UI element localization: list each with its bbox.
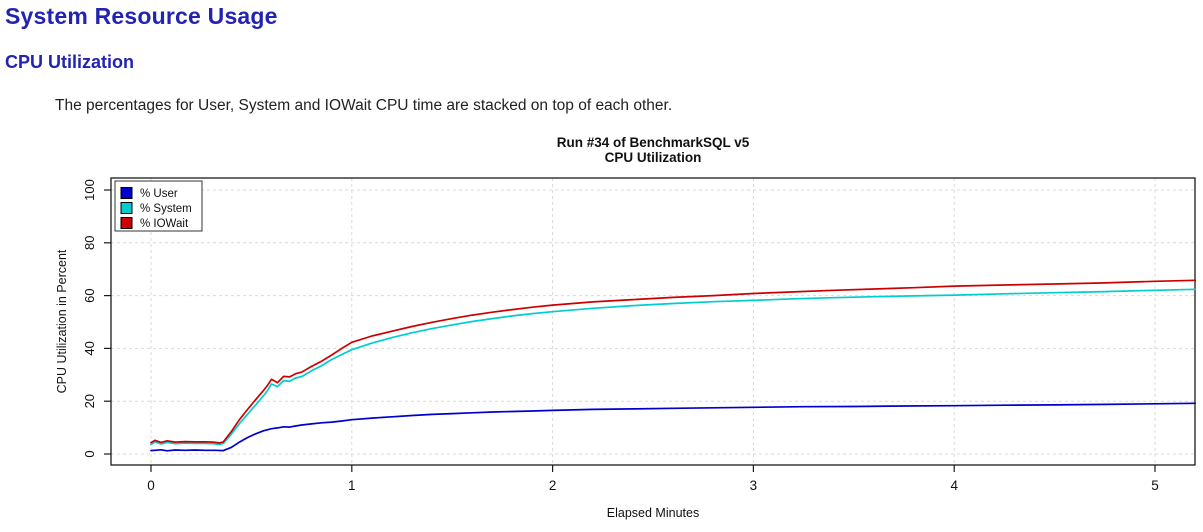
y-tick-label: 60 <box>82 288 97 302</box>
page-title: System Resource Usage <box>5 3 278 29</box>
x-tick-label: 1 <box>348 478 356 493</box>
series-line-system <box>150 288 1197 446</box>
description: The percentages for User, System and IOW… <box>55 97 673 114</box>
legend-swatch <box>120 187 133 199</box>
section-heading: CPU Utilization <box>5 52 134 72</box>
x-tick-label: 5 <box>1151 478 1159 493</box>
cpu-utilization-chart: 0 1 2 3 4 5 0 20 40 60 80 100 Run #34 of BenchmarkSQ… <box>55 135 1197 520</box>
x-tick-label: 4 <box>950 478 958 493</box>
chart-title: Run #34 of BenchmarkSQL v5 <box>557 135 750 150</box>
y-tick-label: 20 <box>82 394 97 408</box>
y-tick-label: 80 <box>82 236 97 250</box>
y-axis-label: CPU Utilization in Percent <box>55 249 69 393</box>
series-line-user <box>150 402 1197 452</box>
legend-label: % User <box>140 188 178 200</box>
x-tick-label: 2 <box>549 478 557 493</box>
x-tick-label: 0 <box>147 478 155 493</box>
legend: % User % System % IOWait <box>114 180 203 232</box>
y-tick-label: 0 <box>82 450 97 457</box>
legend-label: % System <box>140 203 192 215</box>
legend-swatch <box>120 217 133 229</box>
grid <box>111 178 1195 465</box>
y-tick-label: 100 <box>82 179 97 201</box>
cpu-chart-figure: 0 1 2 3 4 5 0 20 40 60 80 100 Run #34 of BenchmarkSQ… <box>0 132 1203 532</box>
x-tick-label: 3 <box>750 478 758 493</box>
series-line-iowait <box>150 279 1197 444</box>
y-tick-label: 40 <box>82 341 97 355</box>
chart-subtitle: CPU Utilization <box>605 150 702 165</box>
plot-border <box>110 177 1196 466</box>
legend-label: % IOWait <box>140 218 189 230</box>
legend-swatch <box>120 202 133 214</box>
x-axis-label: Elapsed Minutes <box>607 506 699 520</box>
